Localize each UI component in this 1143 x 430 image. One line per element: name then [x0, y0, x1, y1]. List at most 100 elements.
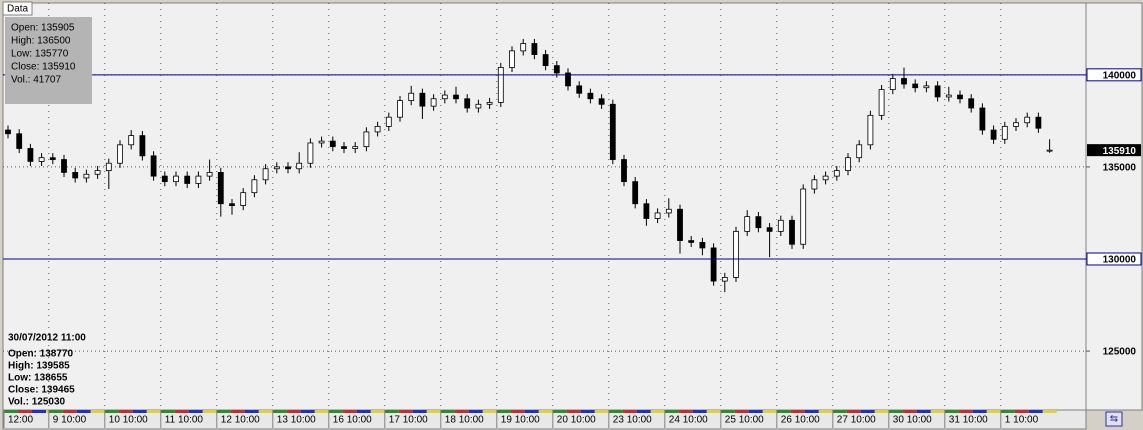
info-line: Open: 135905	[11, 23, 75, 34]
time-strip	[384, 410, 399, 413]
time-strip	[944, 410, 959, 413]
candle-body	[453, 94, 459, 100]
time-strip	[846, 410, 861, 413]
candle-body	[363, 131, 370, 148]
cursor-line: High: 139585	[8, 361, 70, 372]
candle-body	[520, 43, 527, 52]
candle-body	[352, 146, 359, 149]
candle-body	[609, 103, 616, 160]
candle-body	[195, 175, 202, 184]
time-strip	[580, 410, 595, 413]
time-strip	[524, 410, 539, 413]
candle-body	[61, 159, 67, 173]
candle-body	[184, 175, 191, 184]
scale-button[interactable]	[1105, 411, 1123, 427]
candle-body	[27, 148, 34, 162]
candle-body	[430, 98, 437, 107]
info-line: High: 136500	[11, 36, 71, 47]
candle-body	[1013, 122, 1019, 127]
time-strip	[552, 410, 567, 413]
time-strip	[1028, 410, 1043, 413]
candle-body	[856, 144, 863, 159]
time-strip	[986, 410, 1001, 413]
time-strip	[454, 410, 469, 413]
time-strip	[1000, 410, 1015, 413]
candle-body	[721, 277, 728, 282]
y-tick-label: 135000	[1103, 163, 1137, 174]
candle-body	[397, 100, 403, 118]
panel-tab[interactable]	[2, 1, 33, 16]
candle-body	[822, 175, 829, 181]
time-strip	[1014, 410, 1029, 413]
x-tick-label: 18 10:00	[445, 415, 484, 426]
time-strip	[370, 410, 385, 413]
candle-body	[217, 172, 224, 205]
candle-body	[475, 103, 482, 109]
time-strip	[482, 410, 497, 413]
time-strip	[538, 410, 553, 413]
last-price-tag	[1087, 144, 1141, 157]
info-line: Close: 135910	[11, 62, 76, 73]
h-line-label: 140000	[1103, 70, 1137, 81]
candle-body	[38, 157, 45, 162]
candle-body	[632, 181, 639, 205]
time-strip	[272, 410, 287, 413]
candle-body	[531, 43, 538, 55]
candle-body	[542, 54, 549, 67]
candle-body	[811, 179, 818, 190]
x-tick-label: 11 10:00	[165, 415, 204, 426]
time-strip	[860, 410, 875, 413]
time-strip	[678, 410, 693, 413]
candle-body	[923, 85, 930, 89]
x-tick-label: 13 10:00	[277, 415, 316, 426]
candle-body	[128, 135, 135, 146]
x-tick-label: 19 10:00	[501, 415, 540, 426]
time-strip	[664, 410, 679, 413]
candle-body	[307, 142, 314, 164]
candle-body	[105, 162, 112, 171]
candle-body	[173, 175, 179, 183]
candle-body	[1035, 116, 1042, 129]
info-box	[5, 17, 92, 104]
panel-title: Data	[7, 4, 29, 15]
candle-body	[934, 85, 941, 98]
candle-body	[643, 203, 650, 219]
cursor-line: Close: 139465	[8, 385, 75, 396]
candle-body	[945, 94, 952, 98]
time-strip	[286, 410, 301, 413]
candle-body	[1046, 149, 1053, 152]
candle-body	[744, 216, 751, 232]
time-strip	[692, 410, 707, 413]
candle-body	[699, 242, 706, 249]
candle-body	[408, 92, 415, 102]
candle-body	[329, 140, 336, 148]
x-tick-label: 24 10:00	[669, 415, 708, 426]
candle-body	[901, 78, 907, 85]
candle-body	[1001, 125, 1008, 140]
x-tick-label: 23 10:00	[613, 415, 652, 426]
candle-body	[385, 116, 392, 127]
x-tick-label: 30 10:00	[893, 415, 932, 426]
candle-body	[587, 92, 594, 100]
candle-body	[968, 98, 975, 109]
time-strip	[440, 410, 455, 413]
time-strip	[832, 410, 847, 413]
time-strip	[790, 410, 805, 413]
candle-body	[710, 247, 717, 282]
candle-body	[83, 173, 90, 179]
time-strip	[104, 410, 119, 413]
candle-body	[251, 179, 258, 194]
time-strip	[1042, 410, 1057, 413]
candle-body	[777, 219, 784, 232]
x-tick-label: 10 10:00	[109, 415, 148, 426]
candle-body	[229, 203, 235, 206]
x-tick-label: 17 10:00	[389, 415, 428, 426]
x-tick-label: 1 10:00	[1005, 415, 1039, 426]
time-strip	[720, 410, 735, 413]
time-strip	[202, 410, 217, 413]
candle-body	[419, 92, 426, 107]
candle-body	[979, 107, 986, 131]
cursor-line: Vol.: 125030	[8, 397, 66, 408]
candle-body	[833, 170, 840, 177]
time-strip	[972, 410, 987, 413]
